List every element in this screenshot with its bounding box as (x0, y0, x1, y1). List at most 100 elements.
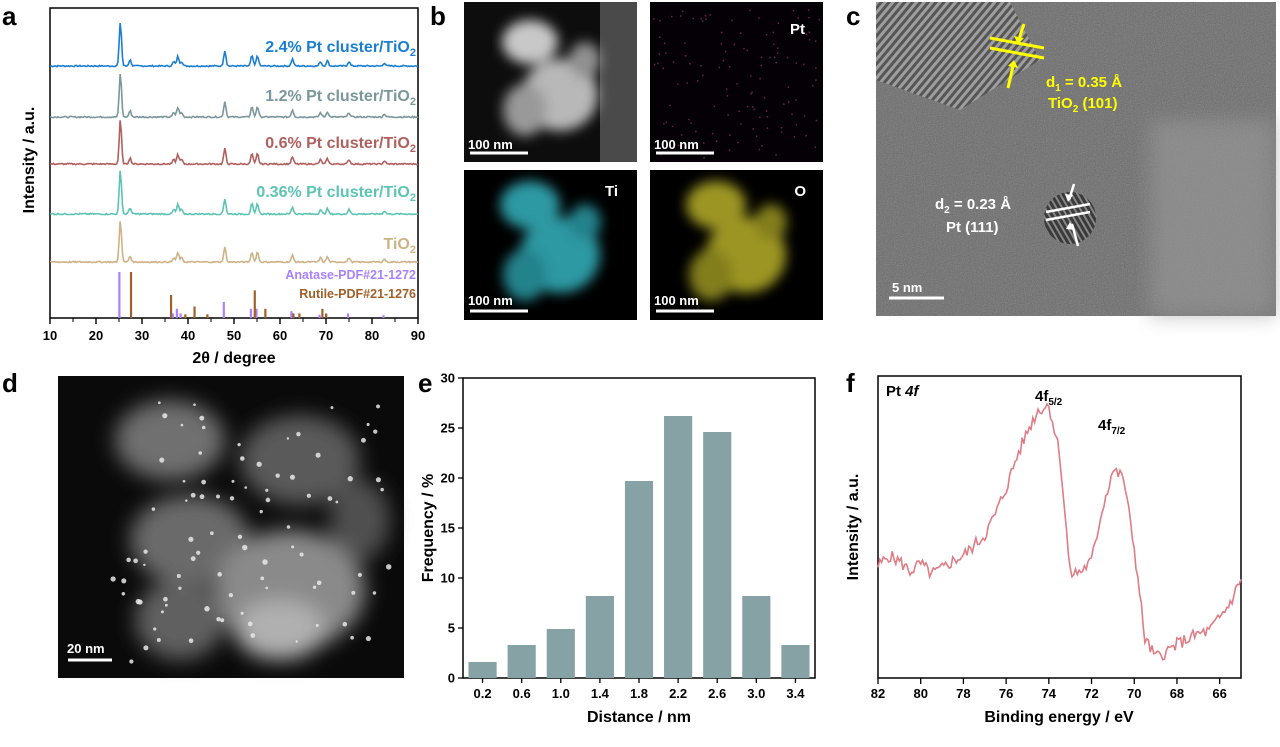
pt-map-dot (684, 42, 686, 44)
xrd-tick-label: 20 (89, 328, 103, 343)
pt-map-dot (690, 122, 692, 124)
pt-cluster-dot (365, 636, 371, 642)
ti-map-label: Ti (605, 183, 618, 200)
pt-map-dot (815, 119, 818, 122)
xps-ticks-group: 82 80 78 76 74 72 70 68 66 (871, 678, 1227, 701)
pt-cluster-dot (164, 603, 168, 607)
pt-map-dot (662, 67, 664, 70)
pt-map-dot (681, 134, 683, 136)
xrd-x-ticks: 10 20 30 40 50 60 70 80 90 (43, 318, 425, 343)
pt-map-dot (759, 116, 761, 119)
pt-cluster-dot (126, 557, 131, 563)
pt-map-dot (787, 101, 790, 103)
xrd-tick-label: 90 (411, 328, 425, 343)
xrd-tick-label: 30 (135, 328, 149, 343)
pt-map-dot (701, 20, 704, 22)
hist-y-tick-label: 25 (441, 421, 455, 436)
xps-x-tick-label: 78 (956, 686, 970, 701)
pt-cluster-dot (265, 586, 269, 590)
pt-map-dot (700, 17, 702, 20)
pt-cluster-dot (190, 556, 196, 562)
pt-map-dot (776, 52, 779, 54)
xrd-tick-label: 10 (43, 328, 57, 343)
pt-map-dot (727, 114, 729, 116)
pt-map-dot (797, 17, 800, 19)
pt-cluster-dot (216, 617, 221, 622)
pt-map-dot (713, 105, 716, 108)
pt-map-dot (792, 9, 795, 12)
hist-bar (624, 481, 654, 678)
pt-map-dot (773, 56, 776, 59)
eds-map-panel: 100 nm Pt 100 nm Ti 100 nm (464, 2, 823, 320)
xps-peak-label-52: 4f5/2 (1035, 388, 1063, 408)
xps-x-tick-label: 66 (1212, 686, 1226, 701)
d1-label: d1 = 0.35 Å (1046, 74, 1122, 94)
d2-label: d2 = 0.23 Å (935, 196, 1011, 216)
pt-map-dot (793, 135, 796, 138)
pt-cluster-dot (265, 488, 269, 492)
pt-map-dot (692, 17, 695, 20)
pt-cluster-dot (143, 563, 146, 567)
pt-cluster-dot (312, 585, 317, 589)
xrd-legend-anatase: Anatase-PDF#21-1272 (285, 268, 416, 282)
o-map-image: O 100 nm (650, 170, 823, 320)
pt-map-dot (740, 32, 742, 34)
pt-map-dot (765, 110, 768, 112)
hist-y-tick-label: 15 (441, 521, 455, 536)
pt-map-dot (657, 62, 659, 65)
pt-cluster-dot (237, 442, 241, 447)
d1-phase-label: TiO2 (101) (1048, 95, 1117, 115)
pt-map-dot (805, 134, 807, 137)
pt-map-dot (808, 9, 810, 11)
hist-bar (703, 432, 732, 678)
pt-cluster-dot (229, 496, 235, 501)
pt-cluster-dot (265, 497, 271, 503)
xrd-series-line (49, 74, 419, 119)
pt-cluster-dot (385, 564, 392, 570)
hist-bar (781, 645, 810, 678)
ti-map-image: Ti 100 nm (464, 170, 637, 320)
pt-map-dot (724, 50, 727, 53)
pt-map-dot (686, 82, 688, 84)
pt-map-dot (805, 33, 808, 36)
pt-map-dot (749, 9, 751, 12)
pt-cluster-dots (110, 401, 392, 664)
hist-bars-group (468, 416, 810, 678)
pt-map-dot (679, 15, 682, 17)
pt-map-dot (720, 42, 723, 45)
xps-x-tick-label: 82 (871, 686, 885, 701)
pt-cluster-dot (296, 431, 301, 437)
pt-cluster-dot (335, 500, 339, 504)
pt-map-dot (696, 80, 699, 82)
pt-cluster-dot (199, 415, 205, 421)
pt-cluster-dot (351, 590, 356, 595)
xrd-legend-tio2: TiO2 (384, 236, 417, 256)
pt-cluster-dot (239, 456, 245, 461)
hist-bar (507, 645, 536, 678)
pt-map-dot (803, 115, 806, 117)
pt-map-dot (684, 55, 687, 57)
pt-map-dot (670, 15, 673, 18)
xps-ylabel: Intensity / a.u. (845, 474, 862, 581)
xrd-legend-rutile: Rutile-PDF#21-1276 (299, 287, 416, 301)
o-map-label: O (794, 183, 806, 200)
pt-cluster-dot (372, 591, 377, 595)
pt-cluster-dot (199, 494, 205, 500)
pt-cluster-dot (193, 403, 196, 407)
pt-map-dot (733, 43, 736, 46)
pt-map-dot (787, 86, 790, 88)
pt-map-dot (665, 121, 667, 124)
pt-map-dot (729, 134, 731, 136)
pt-cluster-dot (275, 473, 280, 478)
hist-y-tick-label: 30 (441, 371, 455, 386)
pt-cluster-dot (256, 461, 262, 467)
pt-map-dot (758, 17, 760, 19)
pt-cluster-dot (242, 544, 248, 551)
xps-x-tick-label: 80 (913, 686, 927, 701)
pt-cluster-dot (291, 545, 295, 549)
pt-map-dot (775, 154, 777, 156)
pt-map-dot (688, 118, 690, 121)
hist-bar (585, 596, 614, 678)
pt-map-dot (812, 84, 814, 87)
